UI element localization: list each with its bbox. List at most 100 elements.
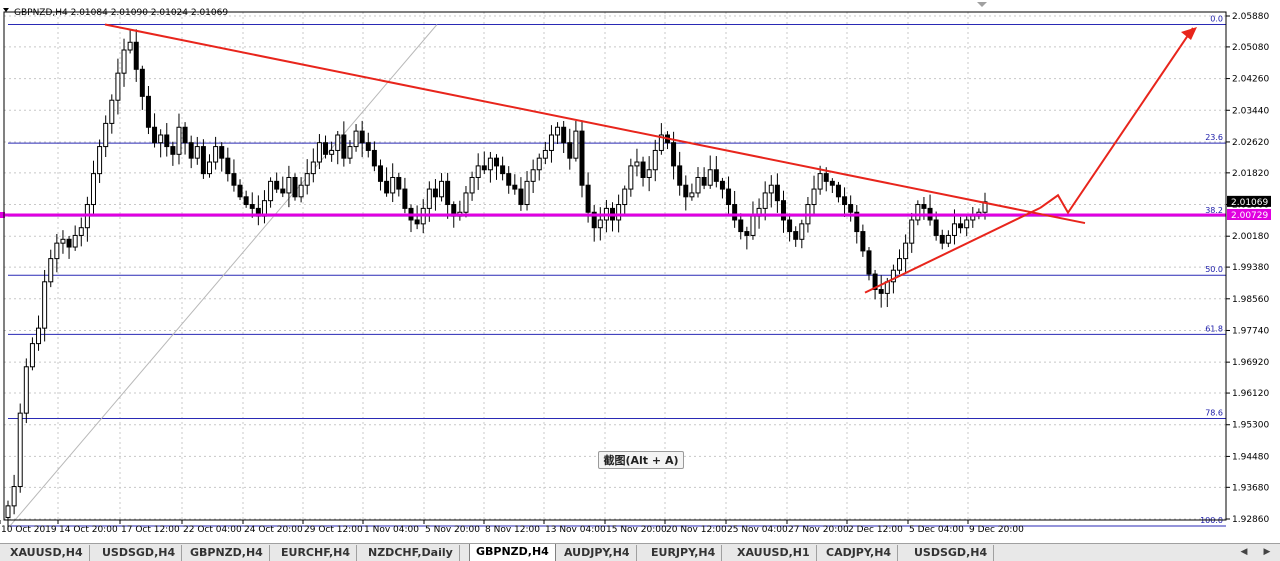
x-tick-label: 25 Nov 04:00: [727, 525, 788, 535]
candle: [17, 403, 23, 493]
candle: [66, 235, 72, 259]
y-tick-label: 2.02620: [1232, 138, 1269, 148]
candle: [530, 159, 536, 193]
candle-body-down: [200, 146, 206, 175]
candle-body-down: [585, 184, 591, 213]
candle-body-up: [530, 169, 536, 182]
candle-body-down: [402, 188, 408, 209]
candle-body-down: [506, 173, 512, 186]
candle: [139, 65, 145, 110]
candle: [958, 216, 964, 234]
candle: [54, 234, 60, 273]
candle-body-up: [951, 223, 957, 236]
candle: [292, 173, 298, 201]
candle: [133, 29, 139, 82]
candle-body-up: [268, 180, 274, 202]
candle-body-up: [353, 130, 359, 148]
chart-tab[interactable]: GBPNZD,H4: [184, 545, 270, 561]
candle: [518, 177, 524, 211]
chart-tab[interactable]: EURJPY,H4: [645, 545, 723, 561]
tab-active[interactable]: GBPNZD,H4: [469, 544, 556, 561]
candle: [5, 500, 11, 531]
candle-body-up: [97, 146, 103, 175]
candle: [567, 128, 573, 170]
y-tick-label: 1.94480: [1232, 452, 1269, 462]
candle-body-up: [463, 192, 469, 213]
candle: [176, 113, 182, 165]
chart-tab[interactable]: EURCHF,H4: [275, 545, 357, 561]
chart-tab[interactable]: CADJPY,H4: [820, 545, 899, 561]
candle-body-up: [11, 486, 17, 507]
y-tick-label: 1.95300: [1232, 421, 1269, 431]
candle-body-up: [768, 184, 774, 194]
scroll-right-icon[interactable]: ▶: [1263, 547, 1271, 557]
current-price-label: 2.01069: [1231, 198, 1268, 208]
candle-body-down: [677, 165, 683, 186]
candle-body-up: [29, 343, 35, 368]
projection-arrow-path[interactable]: [1039, 27, 1194, 215]
y-tick-label: 2.01820: [1232, 169, 1269, 179]
x-tick-label: 10 Oct 2019: [1, 525, 57, 535]
candle: [640, 156, 646, 187]
candle-body-down: [829, 180, 835, 186]
candle: [207, 154, 213, 178]
candle-body-down: [732, 204, 738, 221]
fib-level-label: 0.0: [1210, 14, 1223, 23]
candle-body-up: [616, 204, 622, 221]
candle: [701, 167, 707, 190]
candle-body-down: [377, 165, 383, 182]
candle: [164, 123, 170, 157]
candle: [78, 217, 84, 247]
candle: [573, 120, 579, 162]
horizontal-line-handle[interactable]: [0, 211, 5, 218]
candle-body-up: [542, 149, 548, 159]
resistance-trend-line[interactable]: [104, 23, 1086, 225]
chart-tab[interactable]: USDSGD,H4: [96, 545, 183, 561]
chart-tab[interactable]: XAUUSD,H1: [731, 545, 817, 561]
candle: [90, 160, 96, 215]
candle: [726, 176, 732, 214]
candle: [115, 58, 121, 115]
support-trend-line[interactable]: [864, 207, 1041, 294]
trend-lines[interactable]: [104, 23, 1197, 294]
candle: [341, 121, 347, 167]
candle: [335, 131, 341, 165]
candle-body-down: [384, 180, 390, 194]
candle: [732, 190, 738, 228]
chart-tab[interactable]: AUDJPY,H4: [558, 545, 637, 561]
candle-body-down: [793, 231, 799, 240]
chart-tab[interactable]: XAUUSD,H4: [4, 545, 90, 561]
candle: [793, 226, 799, 247]
fib-level-label: 38.2: [1205, 206, 1223, 215]
shift-marker-icon[interactable]: [977, 2, 987, 7]
chart-tab[interactable]: USDSGD,H4: [908, 545, 995, 561]
candle: [42, 269, 48, 342]
candle: [622, 185, 628, 215]
x-tick-label: 17 Oct 12:00: [121, 525, 180, 535]
candle: [268, 177, 274, 208]
candle: [658, 123, 664, 155]
candle: [213, 136, 219, 170]
horizontal-line[interactable]: [0, 211, 1226, 218]
candle: [561, 121, 567, 154]
candle: [939, 229, 945, 250]
y-tick-label: 2.04260: [1232, 75, 1269, 85]
candle-body-up: [762, 192, 768, 209]
candle: [597, 207, 603, 241]
plot-frame: [3, 11, 1227, 521]
candle-body-up: [536, 157, 542, 171]
candle-body-up: [646, 169, 652, 178]
candle: [97, 139, 103, 183]
y-tick-label: 1.93680: [1232, 483, 1269, 493]
candle: [866, 247, 872, 281]
candle: [194, 136, 200, 165]
candle-body-down: [518, 188, 524, 206]
candle-body-down: [958, 223, 964, 229]
chart-tab[interactable]: NZDCHF,Daily: [362, 545, 460, 561]
candle-body-down: [701, 176, 707, 186]
scroll-left-icon[interactable]: ◀: [1240, 547, 1248, 557]
chevron-down-icon[interactable]: [3, 8, 9, 12]
candle-body-up: [335, 134, 341, 151]
candle-body-down: [921, 204, 927, 209]
